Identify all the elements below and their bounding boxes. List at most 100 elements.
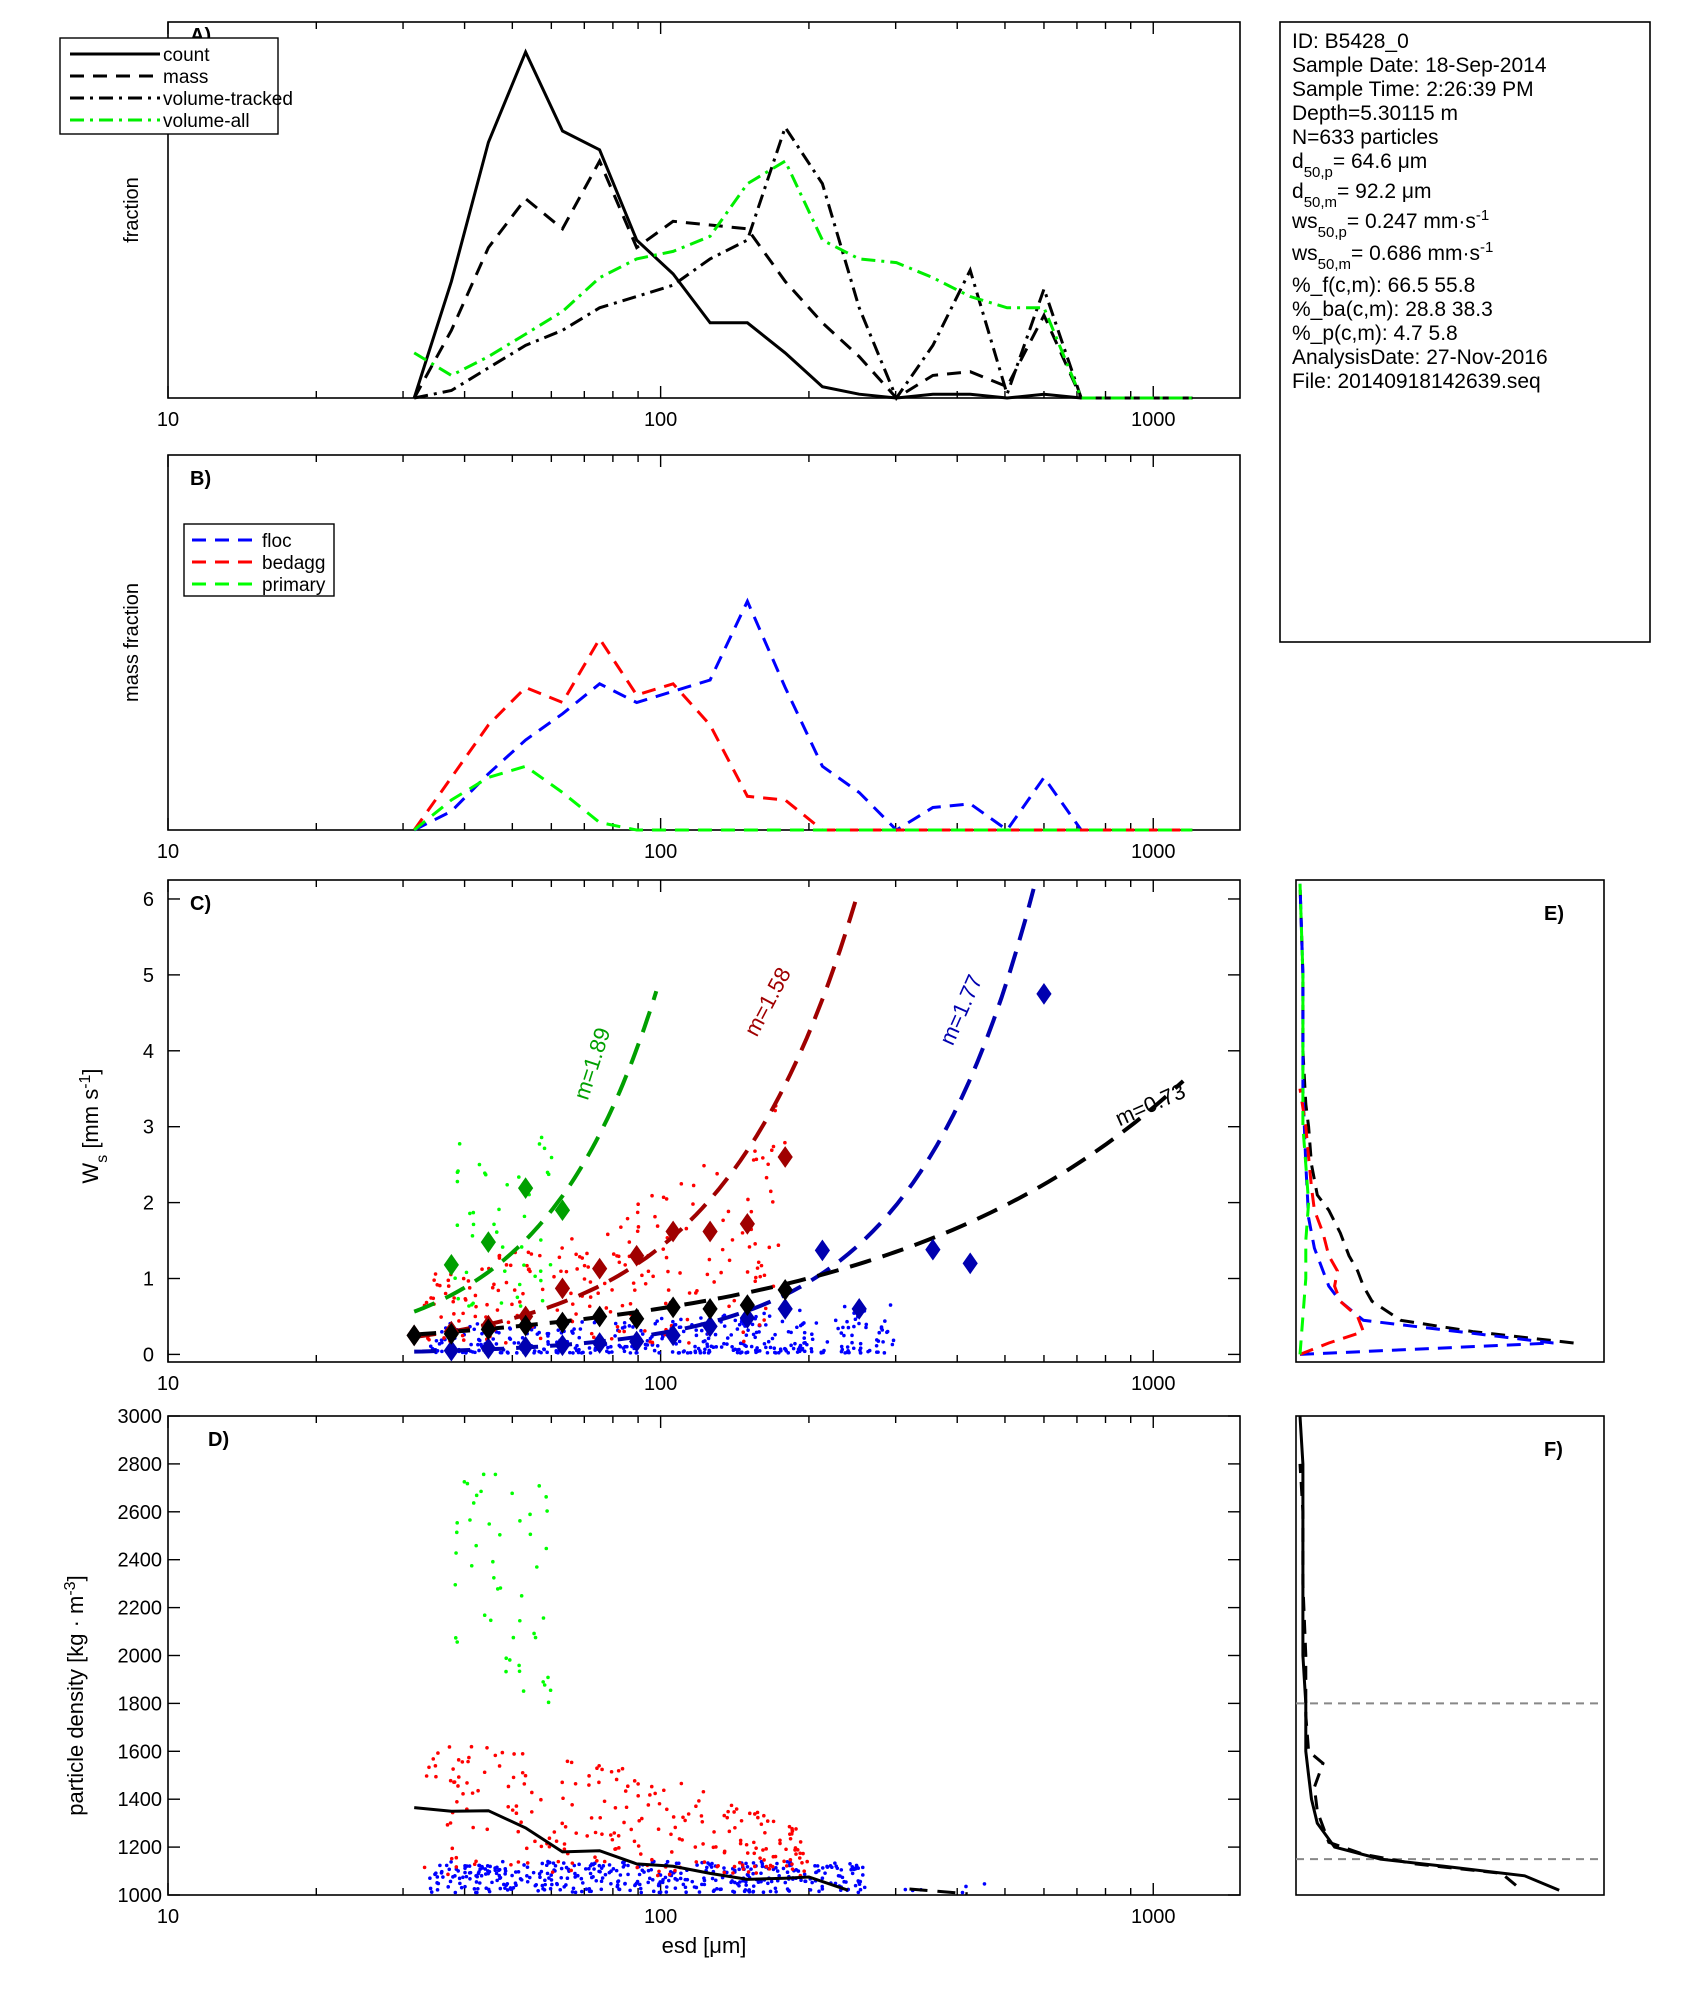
scatter-point-bedagg	[778, 1841, 782, 1846]
info-line-adate: AnalysisDate: 27-Nov-2016	[1292, 346, 1548, 369]
x-axis-d: 10 100 1000	[157, 1416, 1176, 1928]
scatter-point-floc	[882, 1351, 887, 1355]
scatter-point-floc	[702, 1882, 707, 1887]
scatter-point-bedagg	[597, 1780, 601, 1785]
scatter-point-bedagg	[761, 1156, 765, 1160]
y-tick-label: 1800	[118, 1693, 163, 1715]
scatter-point-floc	[756, 1880, 761, 1885]
scatter-point-bedagg	[798, 1840, 803, 1844]
scatter-point-floc	[440, 1349, 444, 1354]
scatter-point-primary	[521, 1689, 526, 1693]
scatter-point-primary	[488, 1618, 493, 1623]
series-line-all	[1298, 883, 1574, 1345]
scatter-point-floc	[740, 1350, 744, 1354]
scatter-point-bedagg	[707, 1257, 712, 1262]
scatter-point-floc	[860, 1865, 865, 1870]
scatter-point-floc	[656, 1883, 661, 1888]
scatter-point-floc	[461, 1875, 465, 1880]
info-line-pba: %_ba(c,m): 28.8 38.3	[1292, 298, 1493, 321]
scatter-point-bedagg	[643, 1281, 648, 1286]
scatter-point-bedagg	[770, 1200, 775, 1204]
scatter-point-floc	[751, 1332, 756, 1337]
scatter-point-floc	[459, 1885, 464, 1890]
scatter-point-floc	[671, 1319, 675, 1324]
scatter-point-bedagg	[790, 1867, 795, 1871]
scatter-point-floc	[744, 1350, 748, 1355]
scatter-point-bedagg	[671, 1815, 676, 1819]
scatter-point-floc	[474, 1874, 478, 1878]
scatter-point-floc	[453, 1890, 458, 1895]
scatter-point-floc	[476, 1886, 480, 1891]
scatter-point-primary	[548, 1262, 553, 1267]
scatter-point-bedagg	[625, 1784, 630, 1789]
scatter-point-bedagg	[727, 1258, 732, 1263]
scatter-point-bedagg	[694, 1804, 698, 1809]
scatter-point-primary	[456, 1296, 461, 1301]
scatter-point-floc	[735, 1327, 740, 1331]
scatter-point-bedagg	[745, 1270, 750, 1274]
scatter-point-bedagg	[739, 1818, 744, 1823]
scatter-point-bedagg	[575, 1267, 579, 1271]
scatter-point-floc	[783, 1880, 788, 1885]
scatter-point-bedagg	[765, 1819, 770, 1823]
scatter-point-bedagg	[687, 1341, 691, 1345]
scatter-point-floc	[561, 1861, 566, 1865]
scatter-point-floc	[751, 1889, 756, 1894]
scatter-point-bedagg	[620, 1766, 625, 1771]
scatter-point-floc	[874, 1338, 879, 1342]
scatter-point-bedagg	[427, 1765, 431, 1770]
series-line-bedagg	[1298, 1088, 1366, 1356]
scatter-point-floc	[549, 1878, 554, 1882]
scatter-point-floc	[575, 1873, 580, 1878]
scatter-point-bedagg	[627, 1240, 632, 1244]
scatter-point-primary	[539, 1238, 543, 1242]
scatter-point-floc	[571, 1886, 576, 1891]
scatter-point-bedagg	[636, 1225, 641, 1229]
scatter-point-primary	[539, 1135, 544, 1140]
median-marker-bedagg	[777, 1146, 793, 1168]
scatter-point-bedagg	[756, 1260, 761, 1265]
panel-d-y-axis: 1000 1200 1400 1600 1800 2000 2200 2400 2600 2800…	[118, 1406, 1240, 1907]
scatter-point-floc	[475, 1322, 480, 1326]
scatter-point-bedagg	[524, 1846, 529, 1851]
scatter-point-primary	[454, 1530, 459, 1535]
scatter-point-bedagg	[431, 1757, 436, 1761]
scatter-point-bedagg	[680, 1838, 684, 1842]
scatter-point-bedagg	[506, 1320, 511, 1325]
scatter-point-bedagg	[613, 1805, 618, 1810]
panel-b-label: B)	[190, 468, 211, 490]
scatter-point-floc	[697, 1890, 702, 1894]
scatter-point-primary	[455, 1640, 460, 1644]
x-tick-label: 10	[157, 1906, 179, 1928]
scatter-point-floc	[601, 1864, 606, 1868]
series-line-count	[412, 48, 1193, 400]
y-tick-label: 0	[143, 1344, 154, 1366]
scatter-point-bedagg	[602, 1281, 607, 1286]
scatter-point-floc	[820, 1866, 825, 1870]
scatter-point-bedagg	[552, 1830, 557, 1834]
scatter-point-bedagg	[753, 1279, 758, 1284]
scatter-point-bedagg	[616, 1833, 621, 1838]
scatter-point-floc	[787, 1889, 792, 1893]
scatter-point-floc	[850, 1340, 854, 1345]
scatter-point-primary	[545, 1509, 549, 1513]
scatter-point-bedagg	[463, 1297, 468, 1301]
scatter-point-floc	[809, 1346, 814, 1351]
scatter-point-bedagg	[595, 1859, 599, 1863]
scatter-point-floc	[751, 1884, 756, 1888]
scatter-point-floc	[639, 1328, 643, 1333]
scatter-point-floc	[685, 1351, 690, 1355]
scatter-point-bedagg	[550, 1870, 555, 1874]
scatter-point-bedagg	[528, 1269, 532, 1274]
scatter-point-bedagg	[452, 1312, 456, 1316]
scatter-point-floc	[477, 1881, 482, 1885]
scatter-point-bedagg	[657, 1801, 662, 1806]
scatter-point-floc	[539, 1350, 543, 1355]
scatter-point-floc	[783, 1347, 788, 1352]
scatter-point-primary	[487, 1522, 492, 1526]
scatter-point-bedagg	[787, 1824, 792, 1829]
scatter-point-bedagg	[631, 1281, 636, 1285]
scatter-point-floc	[890, 1342, 895, 1347]
